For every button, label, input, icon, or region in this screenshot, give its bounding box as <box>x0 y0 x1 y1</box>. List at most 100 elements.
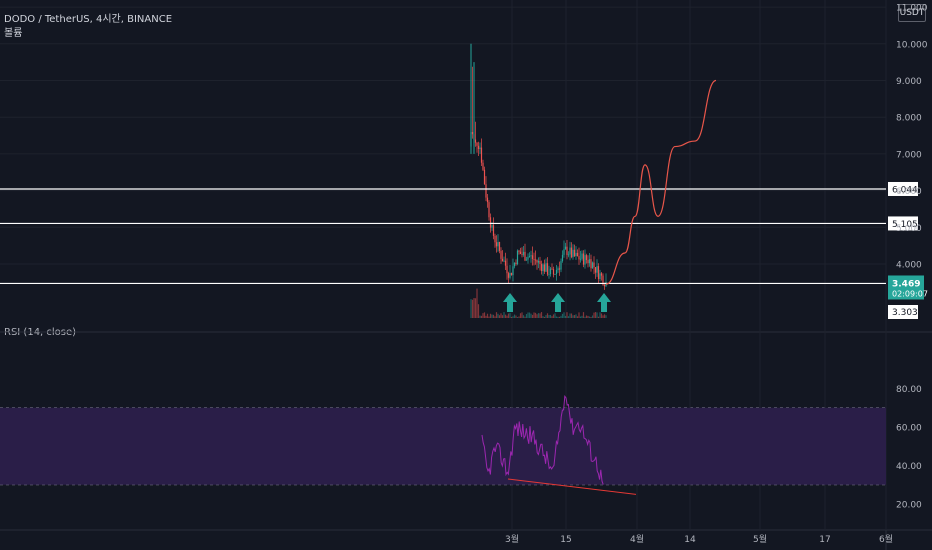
volume-bar <box>593 312 595 318</box>
volume-bar <box>488 316 490 318</box>
volume-bar <box>587 315 589 318</box>
candle-body <box>477 145 480 149</box>
volume-bar <box>506 315 508 318</box>
volume-bar <box>584 316 586 318</box>
candle-body <box>500 250 502 259</box>
price-tick-label: 7.000 <box>896 150 922 160</box>
level-tag-label: 6.044 <box>892 185 918 195</box>
candle-body <box>494 235 496 243</box>
price-axis[interactable]: 4.000 5.000 6.000 7.000 8.000 9.000 10.000 11.0… <box>896 4 928 511</box>
level-tag <box>888 216 918 231</box>
volume-bar <box>564 315 567 318</box>
candle-body <box>585 255 588 261</box>
candle-body <box>504 260 507 266</box>
candle-body <box>522 251 525 255</box>
candle-body <box>554 274 556 275</box>
volume-bar <box>605 315 607 318</box>
volume-bar <box>578 312 580 318</box>
volume-bar <box>533 312 535 318</box>
volume-bar <box>560 315 562 318</box>
volume-bar <box>563 312 565 318</box>
volume-bar <box>588 316 591 318</box>
candle-body <box>507 273 510 278</box>
volume-bar <box>551 316 553 318</box>
time-axis[interactable]: 3월 15 4월 14 5월 17 6월 <box>505 533 893 545</box>
volume-bar <box>492 314 495 318</box>
volume-bar <box>495 312 498 318</box>
volume-bar <box>489 313 492 318</box>
volume-bar <box>573 315 576 318</box>
rsi-tick-label: 80.00 <box>896 385 922 395</box>
volume-bar <box>507 313 510 318</box>
candle-body <box>519 251 522 255</box>
candle-body <box>587 260 589 264</box>
candle-body <box>528 256 531 257</box>
candle-body <box>530 255 532 257</box>
volume-bar <box>572 315 574 318</box>
candle-body <box>525 259 528 261</box>
time-tick-label: 14 <box>684 535 696 545</box>
candle-body <box>533 259 535 260</box>
volume-bar <box>534 312 537 318</box>
volume-bar <box>470 299 472 318</box>
candle-body <box>579 258 582 260</box>
currency-button[interactable]: USDT <box>898 4 926 22</box>
volume-bar <box>539 313 541 318</box>
price-tick-label: 4.000 <box>896 261 922 271</box>
rsi-line <box>481 395 604 485</box>
volume-bar <box>591 315 594 318</box>
price-tick-label: 9.000 <box>896 77 922 87</box>
volume-bar <box>524 316 526 318</box>
candle-body <box>509 272 511 278</box>
rsi-band <box>0 407 886 485</box>
candle-body <box>480 147 483 163</box>
volume-bar <box>501 315 504 318</box>
candle-body <box>527 256 529 260</box>
candle-body <box>597 266 600 279</box>
rsi-tick-label: 60.00 <box>896 424 922 434</box>
volume-bar <box>498 315 501 318</box>
volume-bar <box>471 299 474 318</box>
candle-body <box>560 261 562 270</box>
low-tag <box>888 305 918 319</box>
volume-bar <box>585 315 588 318</box>
volume-bar <box>555 316 558 318</box>
candle-body <box>492 225 495 236</box>
volume-bar <box>576 316 579 318</box>
volume-bar <box>519 313 522 318</box>
volume-bar <box>543 316 546 318</box>
time-tick-label: 17 <box>819 535 830 545</box>
price-tick-label: 6.000 <box>896 187 922 197</box>
volume-bar <box>497 313 499 318</box>
candle-body <box>594 267 597 273</box>
volume-label: 볼륨 <box>4 28 23 39</box>
projection-line <box>605 79 717 285</box>
candle-body <box>545 263 547 272</box>
volume-bar <box>477 304 480 318</box>
candle-body <box>531 255 534 260</box>
candle-body <box>516 250 519 265</box>
candle-body <box>524 251 526 261</box>
volume-bar <box>603 314 606 318</box>
candle-body <box>572 249 574 258</box>
candle-body <box>578 256 580 260</box>
volume-bar <box>518 316 520 318</box>
volume-bar <box>513 314 516 318</box>
volume-bar <box>602 315 604 318</box>
candle-body <box>596 266 598 273</box>
candle-body <box>569 247 571 255</box>
candle-body <box>561 254 564 262</box>
price-tick-label: 10.000 <box>896 40 928 50</box>
candle-body <box>588 259 591 264</box>
candle-body <box>555 270 558 275</box>
current-price-tag <box>888 275 924 300</box>
candle-body <box>513 262 516 267</box>
volume-bar <box>521 312 523 318</box>
candle-body <box>570 247 573 258</box>
volume-bar <box>561 313 564 318</box>
support-arrows <box>503 293 611 312</box>
time-tick-label: 15 <box>560 535 571 545</box>
volume-bar <box>504 314 507 318</box>
